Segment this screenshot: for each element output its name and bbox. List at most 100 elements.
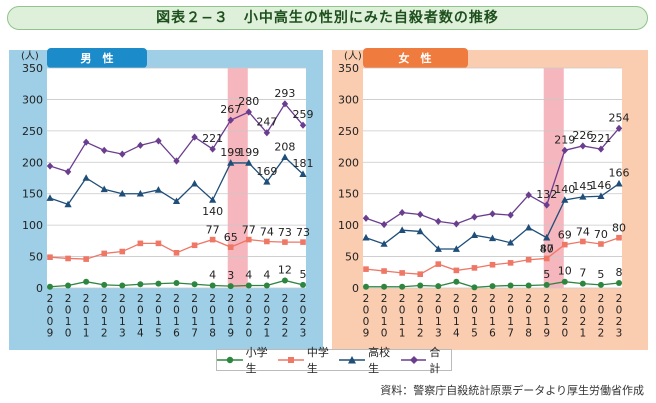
x-tick-digit: 2 (598, 328, 605, 340)
x-tick-digit: 0 (363, 305, 370, 317)
x-tick-digit: 1 (83, 316, 90, 328)
x-tick-digit: 9 (363, 328, 370, 340)
x-tick-digit: 1 (119, 316, 126, 328)
point-jhs (83, 256, 89, 262)
y-tick-label: 100 (338, 219, 359, 232)
x-tick-digit: 0 (119, 305, 126, 317)
y-tick-label: 150 (338, 188, 359, 201)
x-tick-digit: 2 (580, 316, 587, 328)
y-tick-label: 250 (338, 125, 359, 138)
legend-label-elementary: 小学生 (245, 346, 268, 375)
data-label-elem: 8 (616, 266, 623, 279)
x-tick-digit: 2 (561, 316, 568, 328)
x-tick-digit: 0 (300, 305, 307, 317)
x-tick-digit: 0 (435, 305, 442, 317)
x-tick-digit: 5 (471, 328, 478, 340)
x-tick-digit: 0 (381, 328, 388, 340)
x-tick-digit: 2 (363, 293, 370, 305)
source-note: 資料：警察庁自殺統計原票データより厚生労働省作成 (380, 384, 644, 397)
data-label-hs: 208 (274, 140, 295, 153)
point-jhs (264, 238, 270, 245)
point-total (453, 220, 460, 228)
point-total (435, 217, 442, 225)
y-axis-unit: (人) (344, 50, 362, 62)
x-tick-digit: 0 (282, 305, 289, 317)
point-total (380, 220, 388, 229)
x-tick-digit: 2 (417, 293, 424, 305)
x-tick-digit: 1 (155, 316, 162, 328)
point-hs (299, 170, 307, 178)
page-title: 図表２−３ 小中高生の性別にみた自殺者数の推移 (7, 6, 648, 30)
panel-title: 男 性 (81, 51, 114, 65)
y-tick-label: 300 (338, 93, 359, 106)
point-jhs (227, 244, 234, 250)
x-tick-digit: 2 (245, 293, 252, 305)
y-tick-label: 150 (22, 188, 43, 201)
x-tick-digit: 1 (580, 328, 587, 340)
point-hs (82, 174, 90, 181)
x-tick-digit: 2 (173, 293, 180, 305)
x-tick-digit: 2 (381, 293, 388, 305)
x-tick-digit: 2 (101, 328, 108, 340)
point-jhs (300, 239, 306, 245)
point-total (227, 116, 234, 124)
point-total (398, 208, 406, 217)
point-jhs (616, 234, 622, 241)
point-elem (363, 283, 369, 290)
x-tick-digit: 3 (435, 328, 442, 340)
x-tick-digit: 0 (525, 305, 532, 317)
y-axis-unit: (人) (21, 50, 39, 62)
point-hs (579, 193, 587, 200)
point-total (191, 133, 198, 141)
x-tick-digit: 1 (525, 316, 532, 328)
legend-label-junior-high: 中学生 (306, 346, 329, 375)
point-elem (507, 282, 514, 289)
x-tick-digit: 0 (561, 328, 568, 340)
legend-label-high-school: 高校生 (368, 346, 391, 375)
point-elem (579, 280, 586, 287)
x-tick-digit: 0 (363, 316, 370, 328)
data-label-hs: 146 (590, 179, 611, 192)
data-label-jhs: 77 (206, 224, 220, 237)
data-label-hs: 199 (220, 146, 241, 159)
x-tick-digit: 2 (417, 328, 424, 340)
point-elem (453, 278, 460, 285)
data-label-jhs: 73 (296, 226, 310, 239)
x-tick-digit: 2 (598, 316, 605, 328)
y-tick-label: 250 (22, 125, 43, 138)
x-tick-digit: 0 (173, 305, 180, 317)
x-tick-digit: 1 (65, 316, 72, 328)
x-tick-digit: 1 (453, 316, 460, 328)
point-elem (191, 281, 198, 288)
point-hs (398, 226, 406, 233)
legend-item-high-school: 高校生 (339, 344, 400, 376)
x-tick-digit: 2 (489, 293, 496, 305)
point-hs (488, 234, 497, 242)
point-elem (399, 283, 406, 290)
point-total (561, 146, 568, 154)
point-hs (525, 223, 533, 231)
data-label-jhs: 77 (242, 224, 256, 237)
point-jhs (453, 267, 460, 274)
data-label-hs: 166 (609, 167, 630, 180)
legend-item-elementary: 小学生 (217, 344, 278, 376)
legend-marker-total (400, 356, 427, 364)
point-total (597, 145, 605, 153)
x-tick-digit: 0 (561, 305, 568, 317)
point-jhs (245, 236, 252, 243)
point-elem (525, 282, 532, 289)
point-total (299, 121, 307, 129)
point-elem (155, 280, 162, 287)
x-tick-digit: 0 (155, 305, 162, 317)
x-tick-digit: 3 (616, 328, 623, 340)
